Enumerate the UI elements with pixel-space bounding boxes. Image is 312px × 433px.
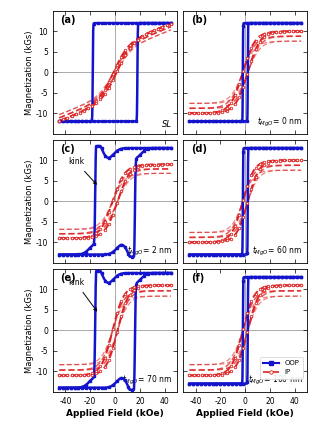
Y-axis label: Magnetization (kGs): Magnetization (kGs) xyxy=(25,288,34,373)
Text: $\mathit{t}_{MgO}$= 2 nm: $\mathit{t}_{MgO}$= 2 nm xyxy=(127,245,172,258)
Text: (f): (f) xyxy=(191,273,204,283)
X-axis label: Applied Field (kOe): Applied Field (kOe) xyxy=(197,408,294,417)
Text: (d): (d) xyxy=(191,144,207,154)
Y-axis label: Magnetization (kGs): Magnetization (kGs) xyxy=(25,159,34,244)
Text: $\mathit{t}_{MgO}$= 60 nm: $\mathit{t}_{MgO}$= 60 nm xyxy=(252,245,302,258)
Y-axis label: Magnetization (kGs): Magnetization (kGs) xyxy=(25,30,34,115)
Text: $\mathit{t}_{MgO}$= 70 nm: $\mathit{t}_{MgO}$= 70 nm xyxy=(122,374,172,387)
Text: (a): (a) xyxy=(61,15,76,25)
Text: $\mathit{t}_{MgO}$= 100 nm: $\mathit{t}_{MgO}$= 100 nm xyxy=(247,374,302,387)
X-axis label: Applied Field (kOe): Applied Field (kOe) xyxy=(66,408,164,417)
Text: $\mathit{t}_{MgO}$= 0 nm: $\mathit{t}_{MgO}$= 0 nm xyxy=(257,116,302,129)
Text: (b): (b) xyxy=(191,15,207,25)
Text: (e): (e) xyxy=(61,273,76,283)
Text: kink: kink xyxy=(68,278,97,311)
Legend: OOP, IP: OOP, IP xyxy=(260,357,303,378)
Text: kink: kink xyxy=(68,158,96,184)
Text: SL: SL xyxy=(162,120,172,129)
Text: (c): (c) xyxy=(61,144,75,154)
